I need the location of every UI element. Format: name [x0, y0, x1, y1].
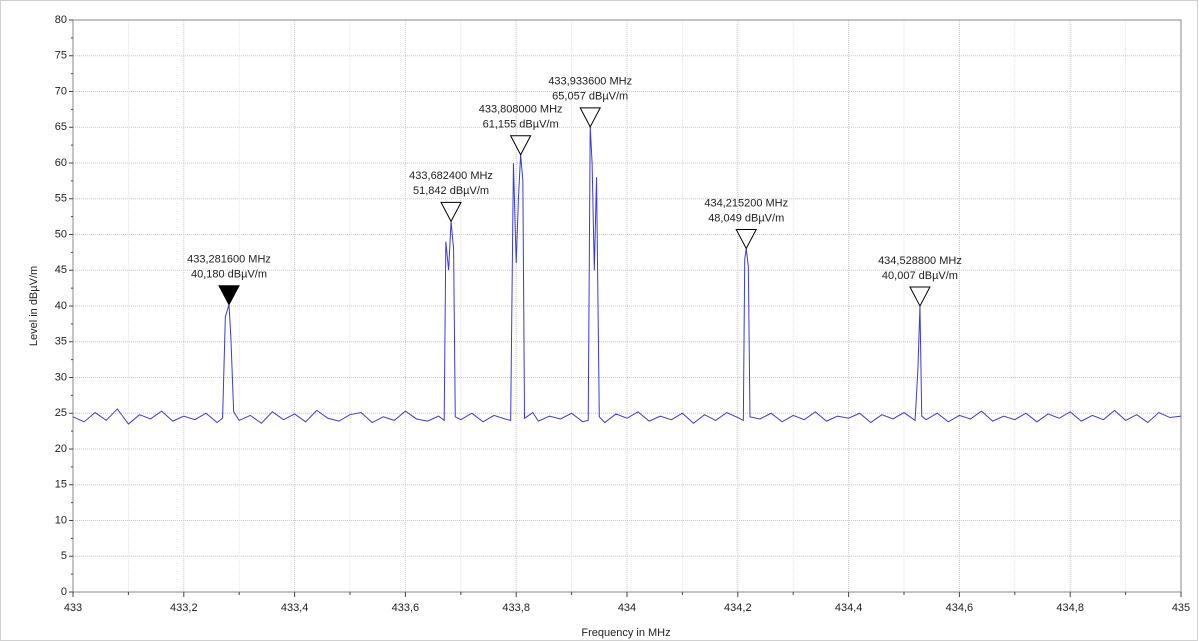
marker-triangle — [440, 201, 462, 223]
marker-frequency: 434,528800 MHz — [878, 255, 962, 267]
marker-level: 40,007 dBµV/m — [882, 270, 958, 282]
x-tick-label: 433,8 — [502, 602, 530, 614]
y-tick-label: 15 — [55, 479, 67, 491]
x-tick-label: 433,2 — [170, 602, 198, 614]
marker-frequency: 433,682400 MHz — [409, 170, 493, 182]
marker-triangle — [735, 228, 758, 250]
y-tick-label: 60 — [55, 157, 67, 169]
marker-frequency: 433,933600 MHz — [548, 76, 632, 88]
x-tick-label: 433,4 — [281, 602, 309, 614]
y-tick-label: 5 — [61, 550, 67, 562]
y-tick-label: 0 — [61, 586, 67, 598]
marker-frequency: 434,215200 MHz — [704, 197, 788, 209]
marker-triangle — [579, 107, 602, 128]
y-tick-label: 25 — [55, 407, 67, 419]
x-tick-label: 434,2 — [724, 602, 752, 614]
marker-level: 61,155 dBµV/m — [483, 119, 559, 131]
y-tick-label: 35 — [55, 336, 67, 348]
x-tick-label: 434,6 — [946, 602, 974, 614]
y-tick-label: 20 — [55, 443, 67, 455]
trace-line — [72, 126, 1182, 425]
y-tick-label: 65 — [55, 121, 67, 133]
marker-triangle — [218, 285, 240, 306]
marker-triangle — [909, 286, 931, 308]
y-tick-label: 30 — [55, 371, 67, 383]
x-tick-label: 434,8 — [1056, 602, 1084, 614]
y-axis-title: Level in dBµV/m — [28, 266, 40, 346]
marker-level: 48,049 dBµV/m — [708, 212, 784, 224]
x-tick-label: 434,4 — [835, 602, 863, 614]
x-tick-label: 433,6 — [392, 602, 420, 614]
marker-level: 65,057 dBµV/m — [552, 91, 628, 103]
y-tick-label: 55 — [55, 193, 67, 205]
y-tick-label: 50 — [55, 228, 67, 240]
marker-frequency: 433,281600 MHz — [187, 254, 271, 266]
marker-level: 40,180 dBµV/m — [191, 269, 267, 281]
y-tick-label: 45 — [55, 264, 67, 276]
marker-frequency: 433,808000 MHz — [479, 104, 563, 116]
x-tick-label: 434 — [618, 602, 636, 614]
y-tick-label: 10 — [55, 514, 67, 526]
y-tick-label: 75 — [55, 50, 67, 62]
x-tick-label: 433 — [64, 602, 82, 614]
y-tick-label: 80 — [55, 14, 67, 26]
marker-level: 51,842 dBµV/m — [413, 185, 489, 197]
x-axis-title: Frequency in MHz — [581, 627, 670, 639]
y-tick-label: 70 — [55, 85, 67, 97]
marker-triangle — [509, 135, 532, 156]
y-tick-label: 40 — [55, 300, 67, 312]
x-tick-label: 435 — [1172, 602, 1190, 614]
